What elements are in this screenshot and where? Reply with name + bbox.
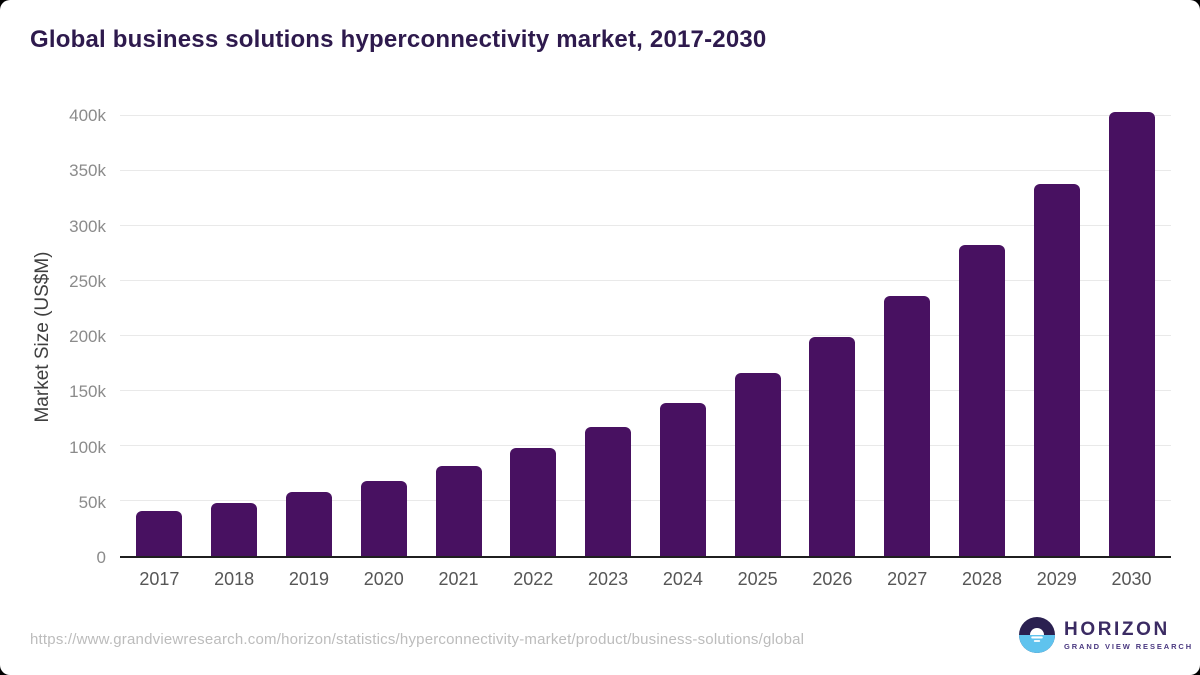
y-axis-ticks: 0 50k 100k 150k 200k 250k 300k 350k 400k xyxy=(0,107,106,567)
bar-slot xyxy=(1019,116,1094,556)
x-tick-label: 2027 xyxy=(887,569,928,589)
x-tick-label: 2029 xyxy=(1036,569,1077,589)
y-tick-label: 300k xyxy=(69,216,106,236)
bar-slot xyxy=(197,116,272,556)
bar-2018[interactable] xyxy=(211,502,258,556)
y-tick-label: 400k xyxy=(69,106,106,125)
gridline xyxy=(120,170,1171,171)
bar-2021[interactable] xyxy=(435,466,482,556)
gridline xyxy=(120,390,1171,391)
y-tick-label: 150k xyxy=(69,382,106,402)
bar-2024[interactable] xyxy=(659,403,706,556)
gridline xyxy=(120,445,1171,446)
bar-2023[interactable] xyxy=(585,427,632,556)
gridlines xyxy=(120,115,1171,556)
y-tick-label: 200k xyxy=(69,327,106,346)
bar-slot xyxy=(571,116,646,556)
bar-slot xyxy=(720,116,795,556)
horizon-logo-name: HORIZON xyxy=(1064,618,1170,640)
x-axis-labels: 2017 2018 2019 2020 2021 2022 2023 2024 2025 2026… xyxy=(120,569,1171,590)
bar-2019[interactable] xyxy=(285,492,332,556)
plot-area xyxy=(120,111,1171,558)
y-tick-label: 250k xyxy=(69,271,106,291)
x-tick-label: 2026 xyxy=(812,569,853,589)
gridline xyxy=(120,115,1171,116)
bar-slot xyxy=(870,116,945,556)
horizon-logo: HORIZON GRAND VIEW RESEARCH xyxy=(1019,617,1193,653)
bar-slot xyxy=(122,116,197,556)
x-tick-label: 2025 xyxy=(737,569,778,589)
gridline xyxy=(120,225,1171,226)
gridline xyxy=(120,335,1171,336)
bar-2028[interactable] xyxy=(958,245,1005,556)
gridline xyxy=(120,280,1171,281)
x-tick-label: 2028 xyxy=(961,569,1002,589)
x-tick-label: 2022 xyxy=(513,569,554,589)
bar-slot xyxy=(346,116,421,556)
bars xyxy=(120,111,1171,556)
bar-slot xyxy=(795,116,870,556)
x-tick-label: 2020 xyxy=(363,569,404,589)
bar-2025[interactable] xyxy=(734,372,781,556)
gridline xyxy=(120,500,1171,501)
bar-2020[interactable] xyxy=(360,480,407,556)
y-tick-label: 0 xyxy=(96,548,106,567)
bar-2027[interactable] xyxy=(884,296,931,556)
bar-2029[interactable] xyxy=(1033,183,1080,556)
horizon-logo-subtitle: GRAND VIEW RESEARCH xyxy=(1064,641,1194,651)
bar-slot xyxy=(945,116,1020,556)
bar-slot xyxy=(421,116,496,556)
x-tick-label: 2021 xyxy=(438,569,479,589)
horizon-logo-text: HORIZON GRAND VIEW RESEARCH xyxy=(1064,618,1194,651)
y-tick-label: 100k xyxy=(69,437,106,457)
bar-slot xyxy=(1094,111,1169,556)
source-url: https://www.grandviewresearch.com/horizo… xyxy=(30,631,805,648)
bar-2026[interactable] xyxy=(809,336,856,556)
bar-slot xyxy=(272,116,347,556)
bar-slot xyxy=(645,116,720,556)
x-tick-label: 2017 xyxy=(139,569,180,589)
x-tick-label: 2019 xyxy=(288,569,329,589)
horizon-logo-icon xyxy=(1019,617,1055,653)
x-tick-label: 2024 xyxy=(662,569,703,589)
x-tick-label: 2030 xyxy=(1111,569,1152,589)
bar-2030[interactable] xyxy=(1108,111,1155,556)
bar-2022[interactable] xyxy=(510,448,557,556)
bar-slot xyxy=(496,116,571,556)
x-tick-label: 2018 xyxy=(214,569,255,589)
chart-title: Global business solutions hyperconnectiv… xyxy=(30,26,767,53)
y-tick-label: 50k xyxy=(78,492,106,512)
x-tick-label: 2023 xyxy=(588,569,629,589)
bar-2017[interactable] xyxy=(136,511,183,556)
y-tick-label: 350k xyxy=(69,161,106,181)
